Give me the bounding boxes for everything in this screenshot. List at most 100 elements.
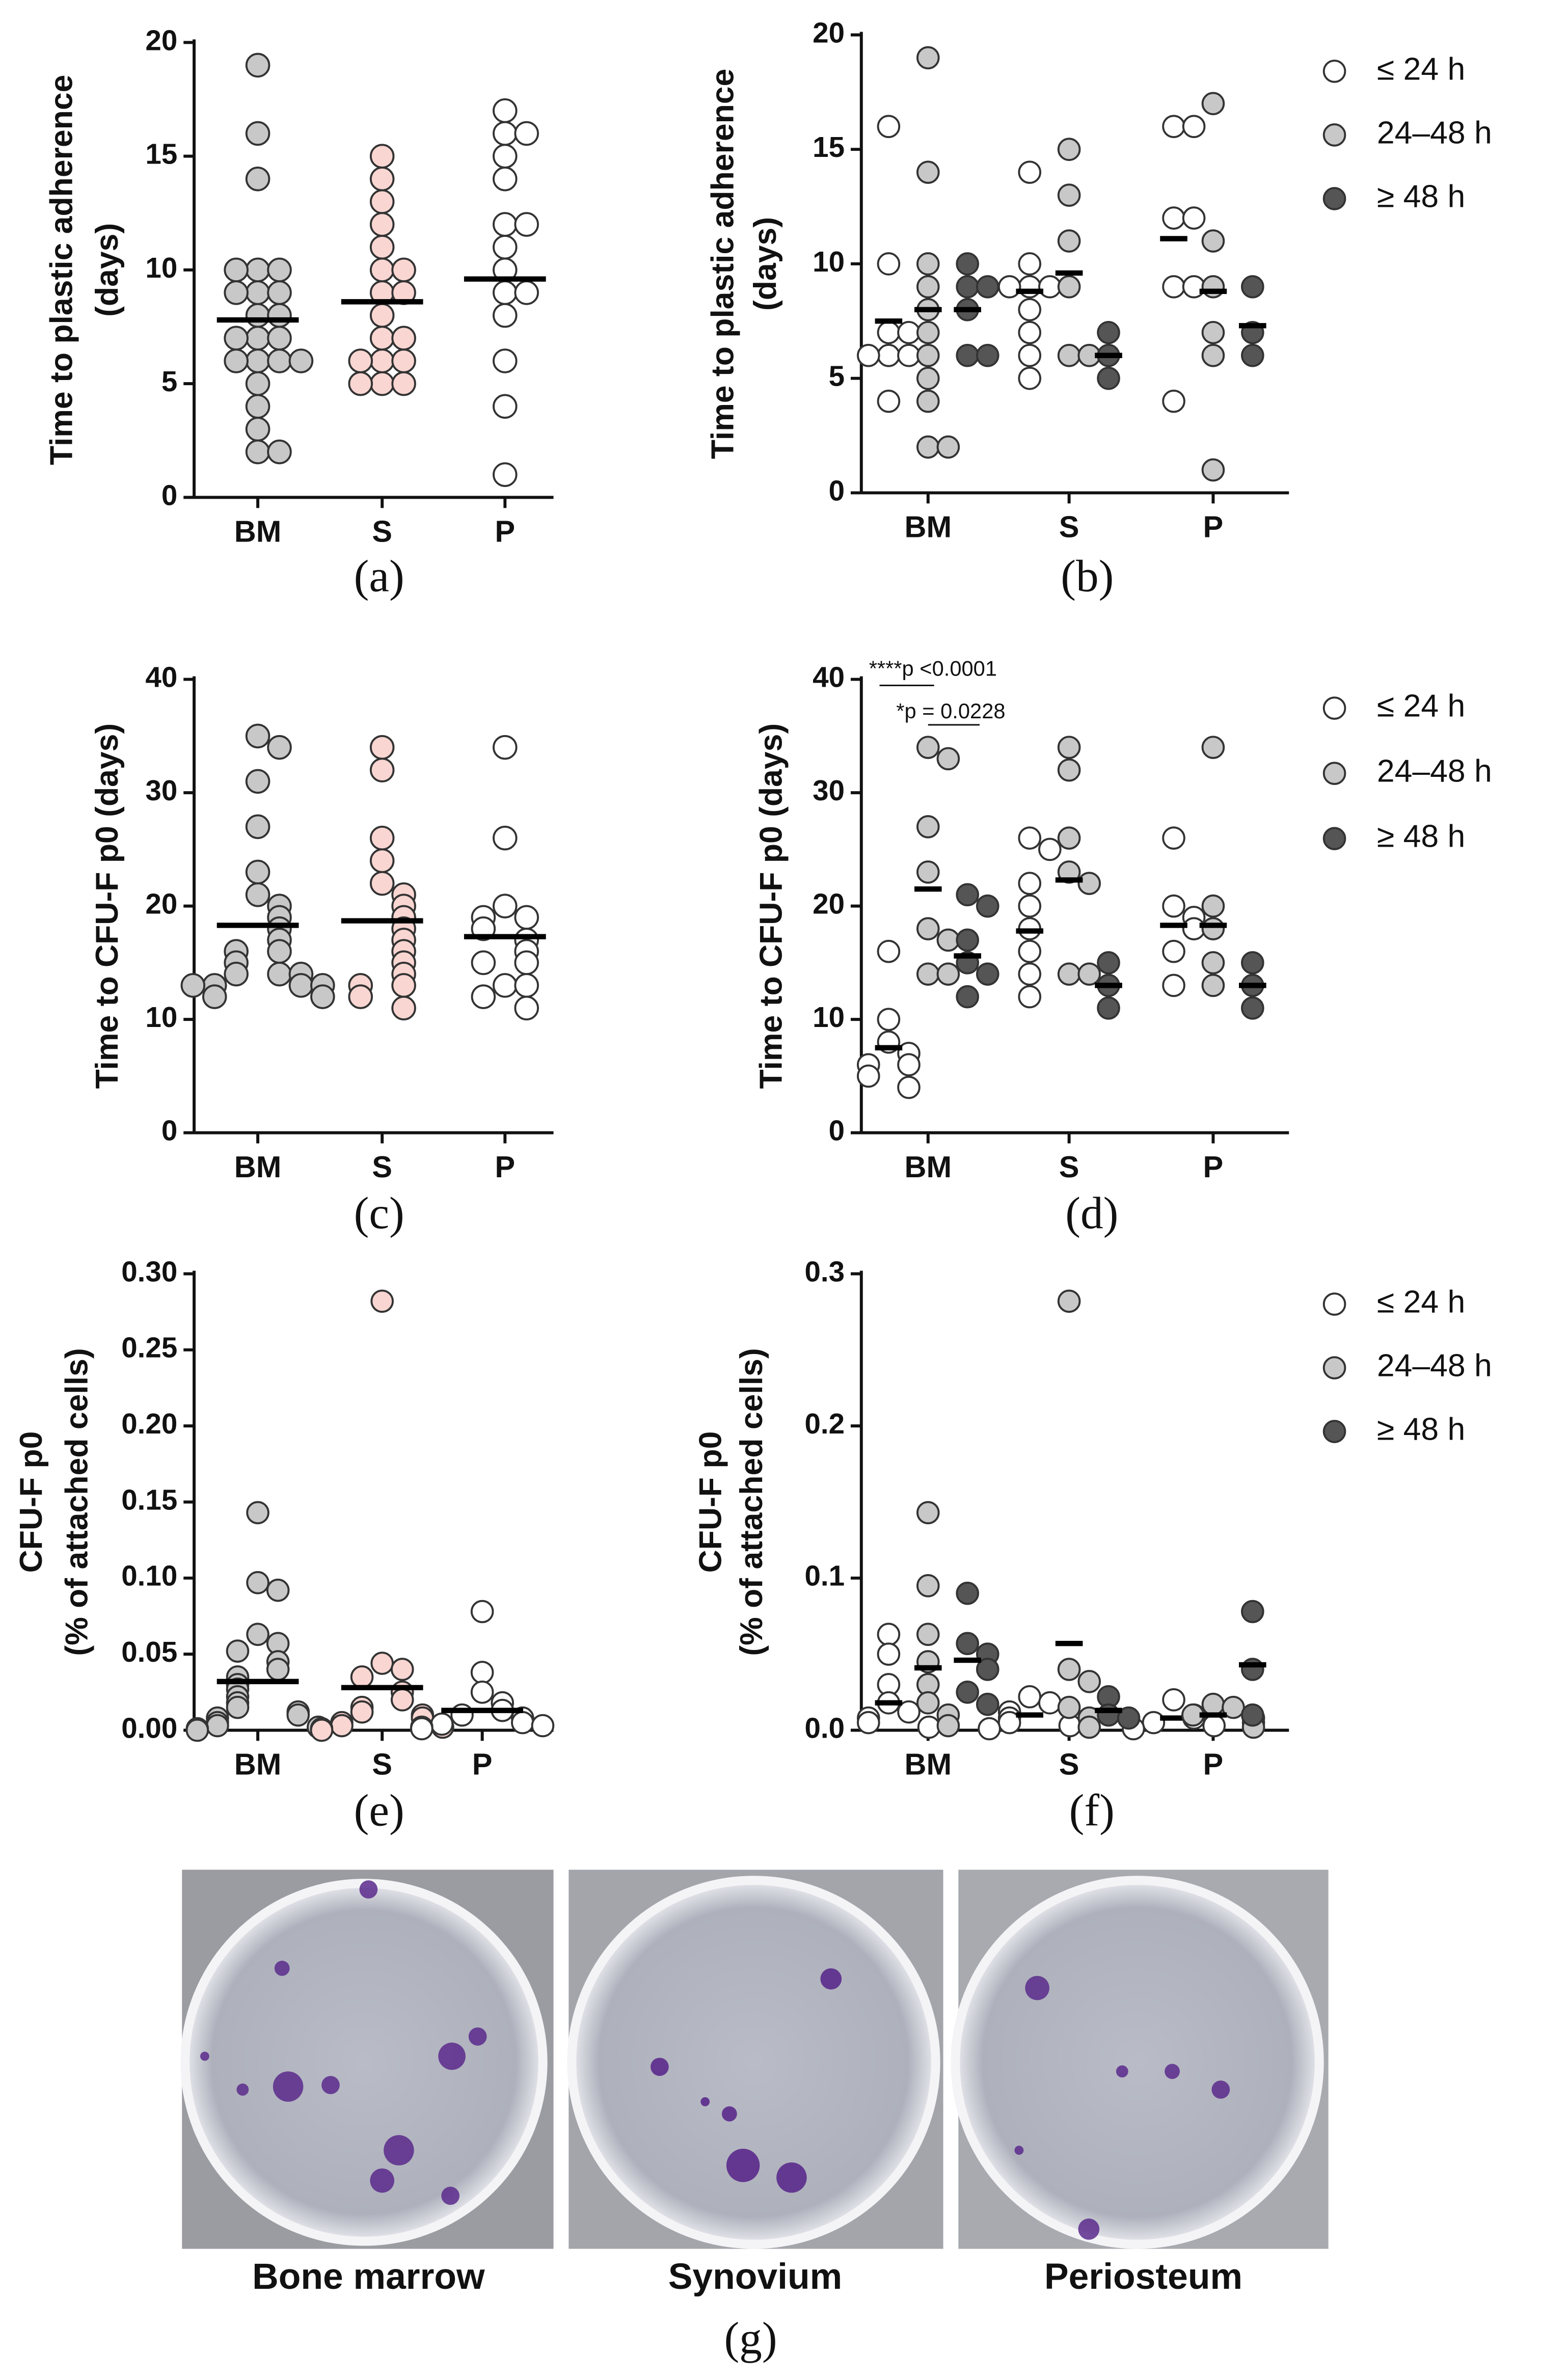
data-point <box>916 389 940 413</box>
data-point <box>1201 736 1225 759</box>
colonies <box>651 1968 842 2193</box>
data-point <box>266 1578 290 1602</box>
data-point <box>514 973 539 998</box>
data-point <box>916 252 940 276</box>
data-point <box>897 1075 921 1099</box>
data-point <box>206 1714 229 1738</box>
data-point <box>1018 275 1042 299</box>
data-point <box>514 905 539 930</box>
data-point <box>1241 996 1264 1020</box>
data-point <box>916 860 940 884</box>
data-point <box>180 973 206 998</box>
legend-marker <box>1322 1292 1346 1316</box>
significance-label: ****p <0.0001 <box>869 657 997 681</box>
data-point <box>1077 962 1101 986</box>
data-point <box>1201 229 1225 253</box>
y-tick-label: 0.15 <box>121 1483 177 1516</box>
x-tick-label: BM <box>234 515 282 549</box>
data-point <box>245 52 271 78</box>
data-point <box>391 973 416 998</box>
data-point <box>1097 996 1120 1020</box>
data-point <box>916 1501 940 1525</box>
data-point <box>1162 389 1185 413</box>
y-axis-label: CFU-F p0 <box>13 1431 49 1573</box>
data-point <box>369 234 395 260</box>
data-point <box>245 371 271 396</box>
data-point <box>224 348 249 373</box>
data-point <box>370 1289 394 1313</box>
y-tick-label: 10 <box>145 1001 177 1033</box>
x-tick-label: S <box>372 1150 392 1184</box>
data-point <box>267 257 292 283</box>
y-axis-label: Time to CFU-F p0 (days) <box>753 723 789 1089</box>
data-point <box>1057 343 1081 367</box>
data-point <box>245 166 271 192</box>
legend-marker <box>1322 187 1346 210</box>
data-point <box>1018 939 1042 963</box>
data-point <box>493 212 518 237</box>
legend-marker <box>1322 1356 1346 1380</box>
y-tick-label: 0.3 <box>804 1255 845 1287</box>
y-axis-label: CFU-F p0 <box>693 1431 728 1573</box>
data-point <box>936 1714 960 1738</box>
data-point <box>917 1715 941 1739</box>
y-tick-label: 5 <box>161 365 177 397</box>
x-tick-label: S <box>1059 1150 1079 1184</box>
data-point <box>877 321 901 344</box>
data-point <box>1097 321 1120 344</box>
y-axis-label: (days) <box>89 223 125 317</box>
data-point <box>1097 1703 1120 1727</box>
data-point <box>245 257 271 283</box>
data-point <box>1202 1714 1226 1738</box>
data-point <box>1057 138 1081 161</box>
data-point <box>391 348 416 373</box>
y-axis-label: (days) <box>747 217 783 311</box>
data-point <box>1018 894 1042 918</box>
data-point <box>369 371 395 396</box>
data-point <box>246 1571 269 1594</box>
data-point <box>1241 1703 1264 1727</box>
data-point <box>390 1658 414 1681</box>
panel-caption: (c) <box>354 1188 404 1238</box>
data-point <box>514 212 539 237</box>
data-point <box>1201 894 1225 918</box>
x-tick-label: S <box>1059 1747 1079 1781</box>
data-point <box>1201 343 1225 367</box>
legend-marker <box>1322 696 1346 720</box>
data-point <box>470 1600 494 1624</box>
data-point <box>348 371 373 396</box>
data-point <box>1201 973 1225 997</box>
data-point <box>493 825 518 851</box>
y-tick-label: 5 <box>829 360 845 392</box>
data-point <box>976 962 999 986</box>
data-point <box>310 1718 334 1742</box>
data-point <box>267 961 292 987</box>
data-point <box>493 462 518 487</box>
data-point <box>1162 115 1185 139</box>
data-point <box>369 212 395 237</box>
data-point <box>936 962 960 986</box>
colonies <box>200 1880 487 2205</box>
data-point <box>493 394 518 419</box>
y-tick-label: 20 <box>145 24 177 56</box>
x-tick-label: P <box>495 515 515 549</box>
data-point <box>956 275 979 299</box>
data-point <box>916 321 940 344</box>
x-tick-label: S <box>372 1747 392 1781</box>
data-point <box>246 1622 269 1646</box>
data-point <box>916 1574 940 1598</box>
data-point <box>245 882 271 907</box>
legend-label: 24–48 h <box>1377 115 1492 150</box>
data-point <box>226 1639 250 1663</box>
data-point <box>493 98 518 123</box>
data-point <box>916 343 940 367</box>
y-tick-label: 0.30 <box>121 1255 177 1287</box>
data-point <box>877 115 901 139</box>
data-point <box>1018 298 1042 321</box>
data-point <box>514 950 539 976</box>
data-point <box>224 257 249 283</box>
data-point <box>916 962 940 986</box>
data-point <box>245 394 271 419</box>
data-point <box>1077 1670 1101 1693</box>
data-point <box>956 1632 979 1655</box>
